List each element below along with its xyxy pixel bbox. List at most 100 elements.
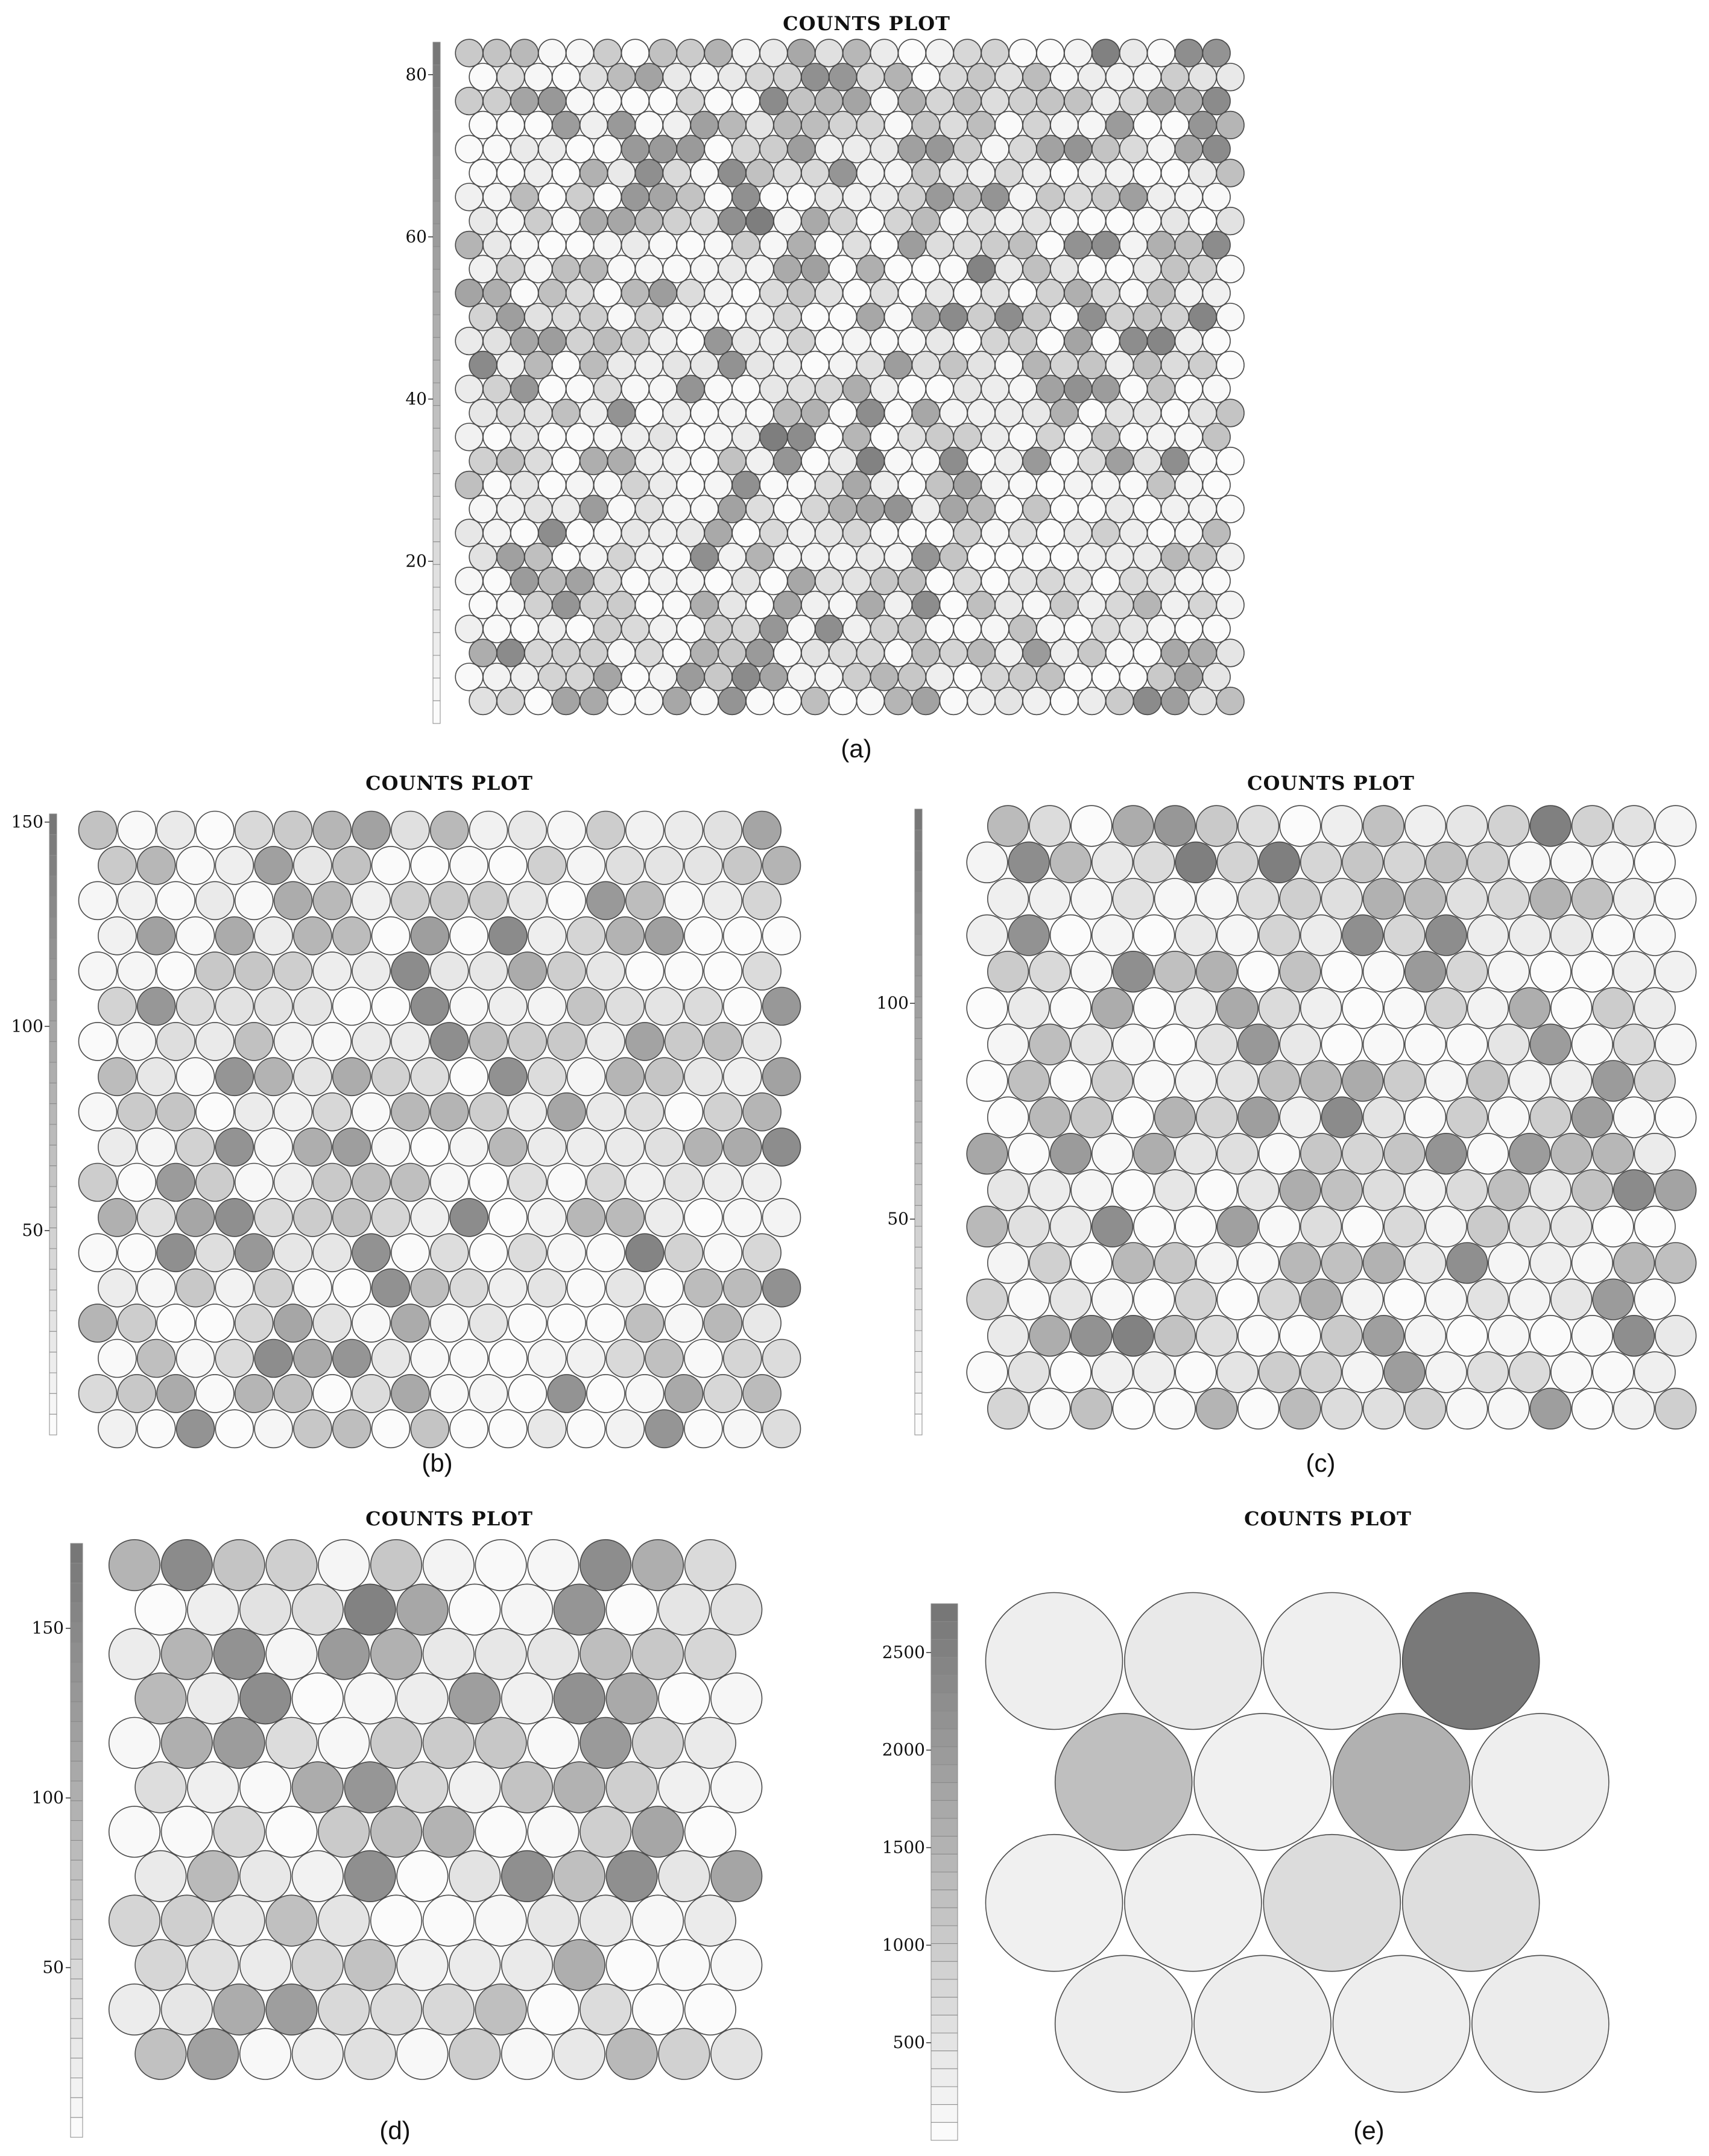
hex-cell <box>815 566 844 596</box>
hex-cell <box>883 638 913 667</box>
hex-cell <box>1342 1205 1384 1248</box>
hex-cell <box>953 183 982 212</box>
colorbar-tick-label: 50 <box>22 1220 43 1240</box>
hex-cell <box>565 470 595 500</box>
hex-cell <box>722 1268 762 1308</box>
hex-cell <box>704 663 733 692</box>
hex-cell <box>1091 519 1120 547</box>
colorbar-cell <box>914 913 923 935</box>
hex-cell <box>265 1716 318 1769</box>
hex-cell <box>566 1198 606 1237</box>
hex-cell <box>496 350 525 380</box>
hex-cell <box>1105 63 1134 92</box>
hex-cell <box>234 1022 274 1061</box>
hex-cell <box>883 207 913 236</box>
hex-cell <box>370 1894 423 1947</box>
hex-cell <box>117 1233 157 1273</box>
colorbar-cell <box>432 564 441 588</box>
hex-cell <box>829 350 858 380</box>
hex-cell <box>634 686 663 716</box>
hex-cell <box>1160 686 1190 716</box>
hex-cell <box>134 1939 187 1991</box>
hex-cell <box>1216 1132 1259 1175</box>
hex-cell <box>273 1022 313 1061</box>
hex-cell <box>1401 1833 1540 1972</box>
hex-cell <box>1091 914 1134 956</box>
hex-cell <box>842 423 871 452</box>
hex-cell <box>187 1672 239 1725</box>
hex-cell <box>690 254 719 283</box>
colorbar-cell <box>432 700 441 724</box>
hex-cell <box>239 1761 292 1814</box>
hex-cell <box>856 686 885 716</box>
hex-cell <box>1174 279 1203 307</box>
hex-cell <box>1008 566 1037 596</box>
hex-cell <box>371 1127 411 1167</box>
colorbar-cell <box>432 632 441 656</box>
hex-cell <box>621 279 649 307</box>
hex-cell <box>967 350 996 380</box>
colorbar-tick-label: 500 <box>893 2032 925 2052</box>
hex-cell <box>911 638 940 667</box>
hex-cell <box>547 1162 586 1202</box>
hex-cell <box>897 663 926 692</box>
colorbar-cell <box>914 934 923 956</box>
hex-cell <box>690 446 719 476</box>
hex-cell <box>98 986 137 1026</box>
hex-cell <box>1342 1060 1384 1102</box>
hex-cell <box>1174 566 1203 596</box>
hex-cell <box>1202 470 1231 500</box>
hex-cell <box>662 686 691 716</box>
hex-cell <box>215 916 254 956</box>
hex-cell <box>1133 1205 1175 1248</box>
hex-cell <box>1064 423 1093 452</box>
hex-cell <box>911 494 940 523</box>
hex-cell <box>773 686 802 716</box>
hex-cell <box>469 494 498 523</box>
hex-cell <box>422 1983 475 2036</box>
hex-cell <box>731 614 760 643</box>
hex-cell <box>108 1894 161 1947</box>
hex-cell <box>1008 279 1037 307</box>
hex-cell <box>352 1162 391 1202</box>
hex-cell <box>1216 159 1245 188</box>
hex-cell <box>684 1127 723 1167</box>
caption-c: (c) <box>1306 1449 1336 1477</box>
hex-cell <box>1132 590 1162 620</box>
hex-cell <box>704 87 733 116</box>
hex-cell <box>731 519 760 547</box>
hex-cell <box>593 39 622 68</box>
hex-cell <box>429 1022 469 1061</box>
hex-cell <box>1022 399 1051 427</box>
colorbar-cell <box>432 246 441 270</box>
hex-cell <box>1036 663 1065 692</box>
hex-cell <box>1078 303 1107 332</box>
hex-cell <box>870 423 899 452</box>
hex-cell <box>607 446 636 476</box>
hex-cell <box>1529 1023 1572 1066</box>
hex-cell <box>676 663 705 692</box>
hex-cell <box>293 916 332 956</box>
hex-cell <box>1119 614 1148 643</box>
hex-cell <box>966 1205 1008 1248</box>
hex-cell <box>664 881 704 921</box>
hex-cell <box>1508 841 1551 883</box>
hex-cell <box>1132 446 1162 476</box>
hex-cell <box>648 663 677 692</box>
hex-cell <box>1091 39 1120 68</box>
hex-cell <box>429 1092 469 1132</box>
hex-cell <box>939 638 968 667</box>
hex-cell <box>410 1198 450 1237</box>
hex-cell <box>1321 1387 1363 1429</box>
hex-cell <box>352 810 391 850</box>
hex-cell <box>605 1939 658 1991</box>
hex-cell <box>1078 207 1107 236</box>
hex-cell <box>883 159 913 188</box>
hex-cell <box>593 374 622 403</box>
colorbar-cell <box>70 1583 83 1604</box>
chart-title: COUNTS PLOT <box>365 1507 533 1530</box>
hex-cell <box>645 1127 684 1167</box>
hex-cell <box>925 663 954 692</box>
hex-cell <box>1008 663 1037 692</box>
hex-cell <box>1613 1314 1655 1357</box>
